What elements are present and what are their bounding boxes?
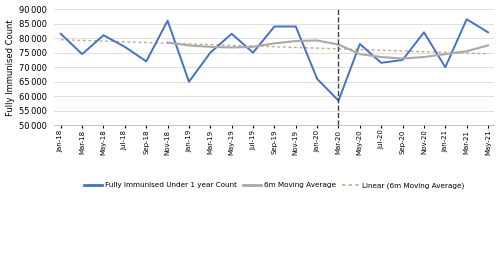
Legend: Fully Immunised Under 1 year Count, 6m Moving Average, Linear (6m Moving Average: Fully Immunised Under 1 year Count, 6m M… xyxy=(81,179,468,192)
Y-axis label: Fully Immunised Count: Fully Immunised Count xyxy=(6,19,15,116)
